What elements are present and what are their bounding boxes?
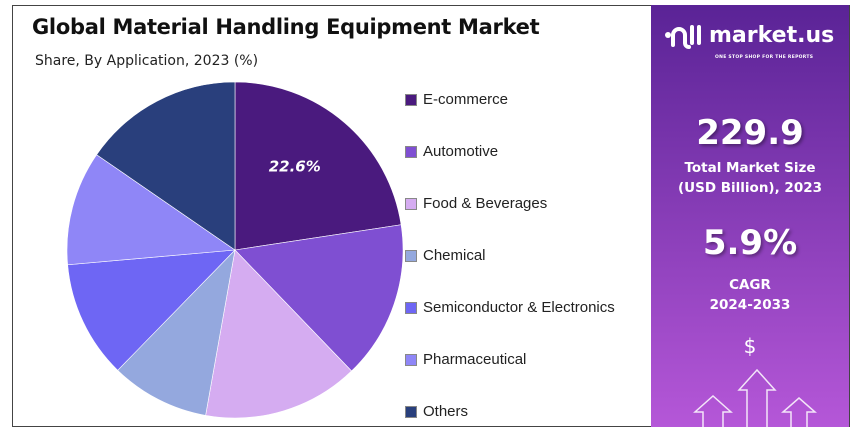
dollar-sign: $ <box>743 334 757 358</box>
legend-item: Automotive <box>405 126 615 178</box>
pie-slice-pharmaceutical <box>66 154 236 266</box>
pie-slice-semiconductor-electronics <box>67 249 236 371</box>
legend-label: Pharmaceutical <box>423 351 527 368</box>
legend-item: Others <box>405 386 615 438</box>
brand-logo: market.us <box>665 21 834 51</box>
legend-item: E-commerce <box>405 74 615 126</box>
legend-swatch <box>405 406 417 418</box>
market-size-value: 229.9 <box>696 113 804 153</box>
market-size-label-1: Total Market Size <box>684 160 816 176</box>
legend-label: E-commerce <box>423 91 509 108</box>
legend: E-commerce Automotive Food & Beverages Chem… <box>405 74 615 438</box>
market-size-label-2: (USD Billion), 2023 <box>677 180 823 196</box>
legend-swatch <box>405 302 417 314</box>
brand-name: market.us <box>709 23 835 48</box>
pie-chart: 22.6% <box>66 81 404 419</box>
cagr-label-2: 2024-2033 <box>709 297 791 313</box>
legend-label: Others <box>423 403 469 420</box>
legend-swatch <box>405 250 417 262</box>
growth-arrows-icon <box>693 368 817 427</box>
legend-swatch <box>405 354 417 366</box>
legend-swatch <box>405 198 417 210</box>
cagr-value: 5.9% <box>702 223 798 263</box>
pie-slice-e-commerce <box>234 81 402 251</box>
legend-swatch <box>405 146 417 158</box>
legend-item: Food & Beverages <box>405 178 615 230</box>
brand-tagline: ONE STOP SHOP FOR THE REPORTS <box>715 55 814 60</box>
stats-panel: market.us ONE STOP SHOP FOR THE REPORTS … <box>651 5 849 427</box>
pie-slice-food-beverages <box>205 249 352 419</box>
legend-item: Semiconductor & Electronics <box>405 282 615 334</box>
pie-slice-automotive <box>234 224 404 372</box>
legend-label: Automotive <box>423 143 499 160</box>
pie-slice-chemical <box>117 249 236 416</box>
pie-slice-others <box>96 81 236 251</box>
legend-item: Chemical <box>405 230 615 282</box>
cagr-label-1: CAGR <box>729 277 771 293</box>
data-label: 22.6% <box>269 157 321 175</box>
legend-label: Chemical <box>423 247 486 264</box>
market-us-logo-icon <box>665 25 701 49</box>
chart-subtitle: Share, By Application, 2023 (%) <box>35 53 259 69</box>
legend-swatch <box>405 94 417 106</box>
legend-item: Pharmaceutical <box>405 334 615 386</box>
chart-frame <box>12 5 850 427</box>
chart-title: Global Material Handling Equipment Marke… <box>32 15 540 39</box>
legend-label: Food & Beverages <box>423 195 548 212</box>
legend-label: Semiconductor & Electronics <box>423 299 615 316</box>
